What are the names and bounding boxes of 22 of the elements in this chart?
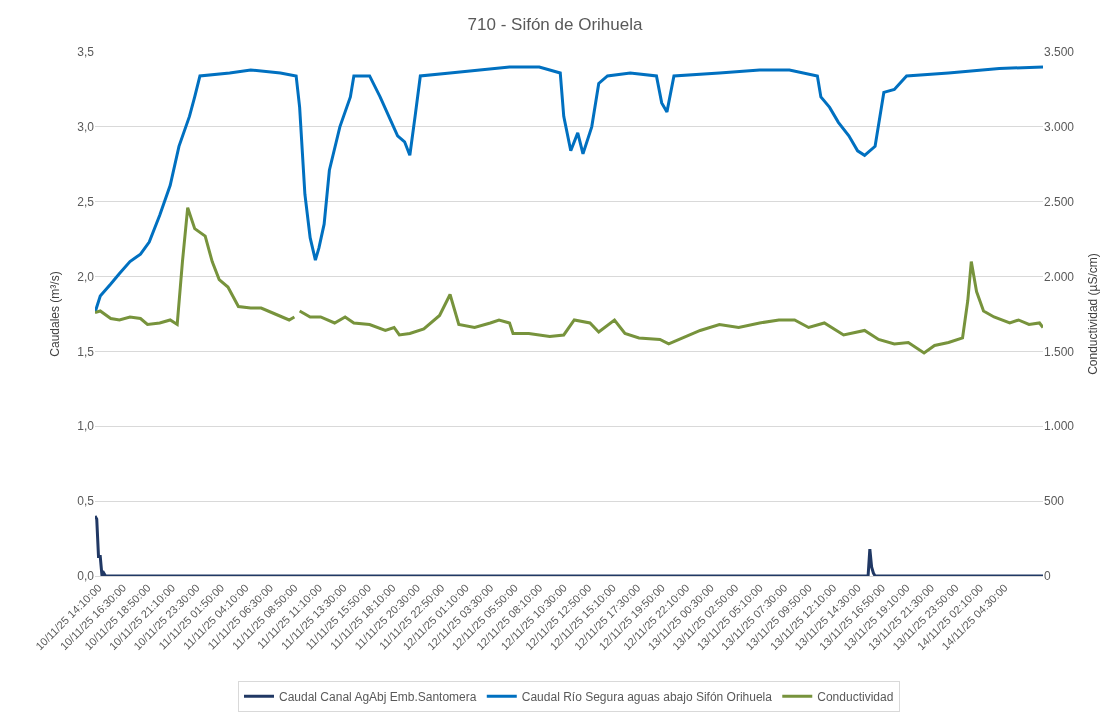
y-tick-label: 3,5	[77, 45, 95, 60]
y-tick-label: 3,0	[77, 120, 95, 135]
y-axis-title: Caudales (m³/s)	[47, 271, 62, 357]
y2-tick-label: 1.000	[1044, 419, 1075, 434]
chart-title: 710 - Sifón de Orihuela	[467, 15, 643, 34]
legend-label: Conductividad	[817, 689, 894, 704]
y2-tick-label: 2.000	[1044, 269, 1075, 284]
y2-tick-label: 3.000	[1044, 120, 1075, 135]
y2-tick-label: 0	[1044, 569, 1051, 584]
y2-tick-label: 1.500	[1044, 344, 1075, 359]
y-tick-label: 2,5	[77, 194, 95, 209]
y-tick-label: 0,0	[77, 569, 95, 584]
y2-axis-title: Conductividad (µS/cm)	[1086, 253, 1101, 375]
y-tick-label: 2,0	[77, 269, 95, 284]
y-tick-label: 1,5	[77, 344, 95, 359]
y2-tick-label: 2.500	[1044, 194, 1075, 209]
y2-tick-label: 500	[1044, 494, 1065, 509]
y-tick-label: 0,5	[77, 494, 95, 509]
legend-label: Caudal Canal AgAbj Emb.Santomera	[279, 689, 477, 704]
y-tick-label: 1,0	[77, 419, 95, 434]
y2-tick-label: 3.500	[1044, 45, 1075, 60]
legend-label: Caudal Río Segura aguas abajo Sifón Orihuela	[521, 689, 773, 704]
